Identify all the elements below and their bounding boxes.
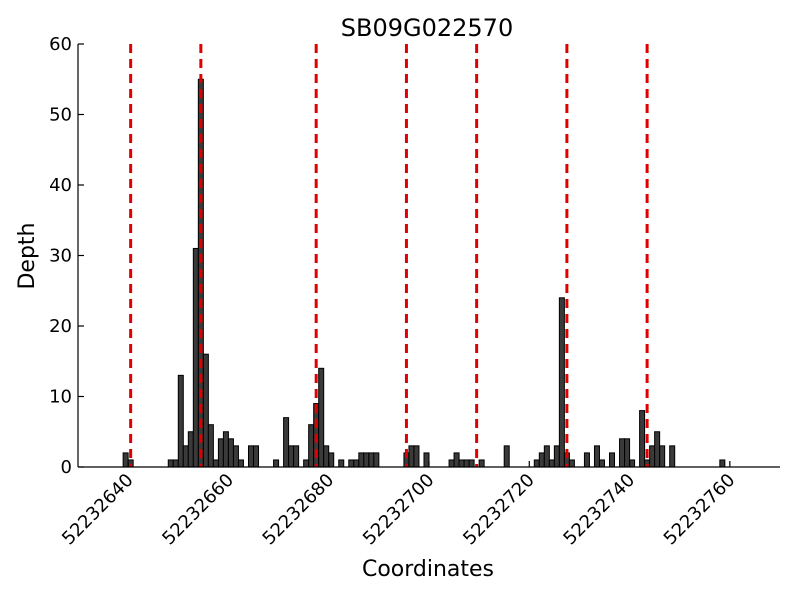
bar-23 (303, 459, 310, 468)
bar-21 (288, 445, 295, 468)
bar-4 (177, 374, 184, 468)
bar-24 (308, 424, 315, 468)
x-tick-label-4: 52232720 (459, 470, 539, 550)
y-tick-label-2: 20 (49, 316, 72, 337)
bar-34 (368, 452, 375, 468)
bar-33 (363, 452, 370, 468)
bars-group (122, 78, 726, 468)
bar-39 (423, 452, 430, 468)
bar-37 (408, 445, 415, 468)
y-tick-label-6: 60 (49, 34, 72, 55)
bar-28 (328, 452, 335, 468)
bar-22 (293, 445, 300, 468)
bar-54 (568, 459, 575, 468)
bar-50 (548, 459, 555, 468)
bar-38 (413, 445, 420, 468)
y-tick-label-0: 0 (61, 457, 72, 478)
bar-16 (237, 459, 244, 468)
bar-56 (593, 445, 600, 468)
vertical-lines-group (129, 44, 649, 467)
bar-47 (533, 459, 540, 468)
x-axis-label: Coordinates (362, 557, 494, 582)
y-tick-label-1: 10 (49, 387, 72, 408)
bar-27 (323, 445, 330, 468)
bar-3 (172, 459, 179, 468)
y-tick-label-3: 30 (49, 246, 72, 267)
bar-10 (207, 424, 214, 468)
y-tick-label-5: 50 (49, 105, 72, 126)
x-tick-label-2: 52232680 (259, 470, 339, 550)
bar-0 (122, 452, 129, 468)
bar-44 (468, 459, 475, 468)
bar-29 (338, 459, 345, 468)
bar-42 (458, 459, 465, 468)
bar-62 (639, 410, 646, 468)
bar-43 (463, 459, 470, 468)
bar-14 (227, 438, 234, 468)
x-tick-label-1: 52232660 (158, 470, 238, 550)
bar-12 (217, 438, 224, 468)
bar-68 (719, 459, 726, 468)
bar-49 (543, 445, 550, 468)
bar-35 (373, 452, 380, 468)
bar-52 (558, 297, 565, 468)
bar-55 (583, 452, 590, 468)
bar-48 (538, 452, 545, 468)
bar-18 (253, 445, 260, 468)
x-ticks: 52232640 52232660 52232680 52232700 52232720… (58, 461, 739, 549)
bar-61 (629, 459, 636, 468)
bar-2 (167, 459, 174, 468)
bar-40 (448, 459, 455, 468)
bar-57 (598, 459, 605, 468)
x-tick-label-0: 52232640 (58, 470, 138, 550)
bar-19 (273, 459, 280, 468)
bar-60 (624, 438, 631, 468)
bar-6 (187, 431, 194, 468)
x-tick-label-5: 52232740 (559, 470, 639, 550)
bar-26 (318, 367, 325, 468)
bar-46 (503, 445, 510, 468)
x-tick-label-6: 52232760 (660, 470, 740, 550)
bar-11 (212, 459, 219, 468)
bar-13 (222, 431, 229, 468)
bar-64 (649, 445, 656, 468)
bar-7 (192, 247, 199, 468)
bar-15 (232, 445, 239, 468)
bar-9 (202, 353, 209, 468)
bar-58 (609, 452, 616, 468)
y-ticks: 0 10 20 30 40 50 60 (49, 34, 84, 478)
y-axis-label: Depth (15, 222, 40, 289)
bar-5 (182, 445, 189, 468)
bar-17 (247, 445, 255, 468)
bar-65 (654, 431, 661, 468)
y-tick-label-4: 40 (49, 175, 72, 196)
bar-59 (619, 438, 626, 468)
bar-66 (659, 445, 666, 468)
bar-45 (478, 459, 485, 468)
bar-30 (348, 459, 355, 468)
chart-title: SB09G022570 (341, 14, 513, 42)
bar-67 (669, 445, 676, 468)
bar-51 (553, 445, 560, 468)
bar-32 (358, 452, 365, 468)
bar-31 (353, 459, 360, 468)
bar-20 (283, 417, 290, 468)
x-tick-label-3: 52232700 (359, 470, 439, 550)
bar-41 (453, 452, 460, 468)
